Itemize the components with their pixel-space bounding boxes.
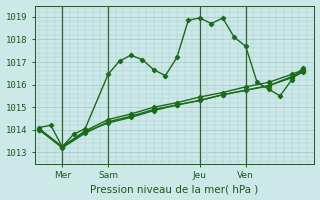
X-axis label: Pression niveau de la mer( hPa ): Pression niveau de la mer( hPa ) <box>91 184 259 194</box>
